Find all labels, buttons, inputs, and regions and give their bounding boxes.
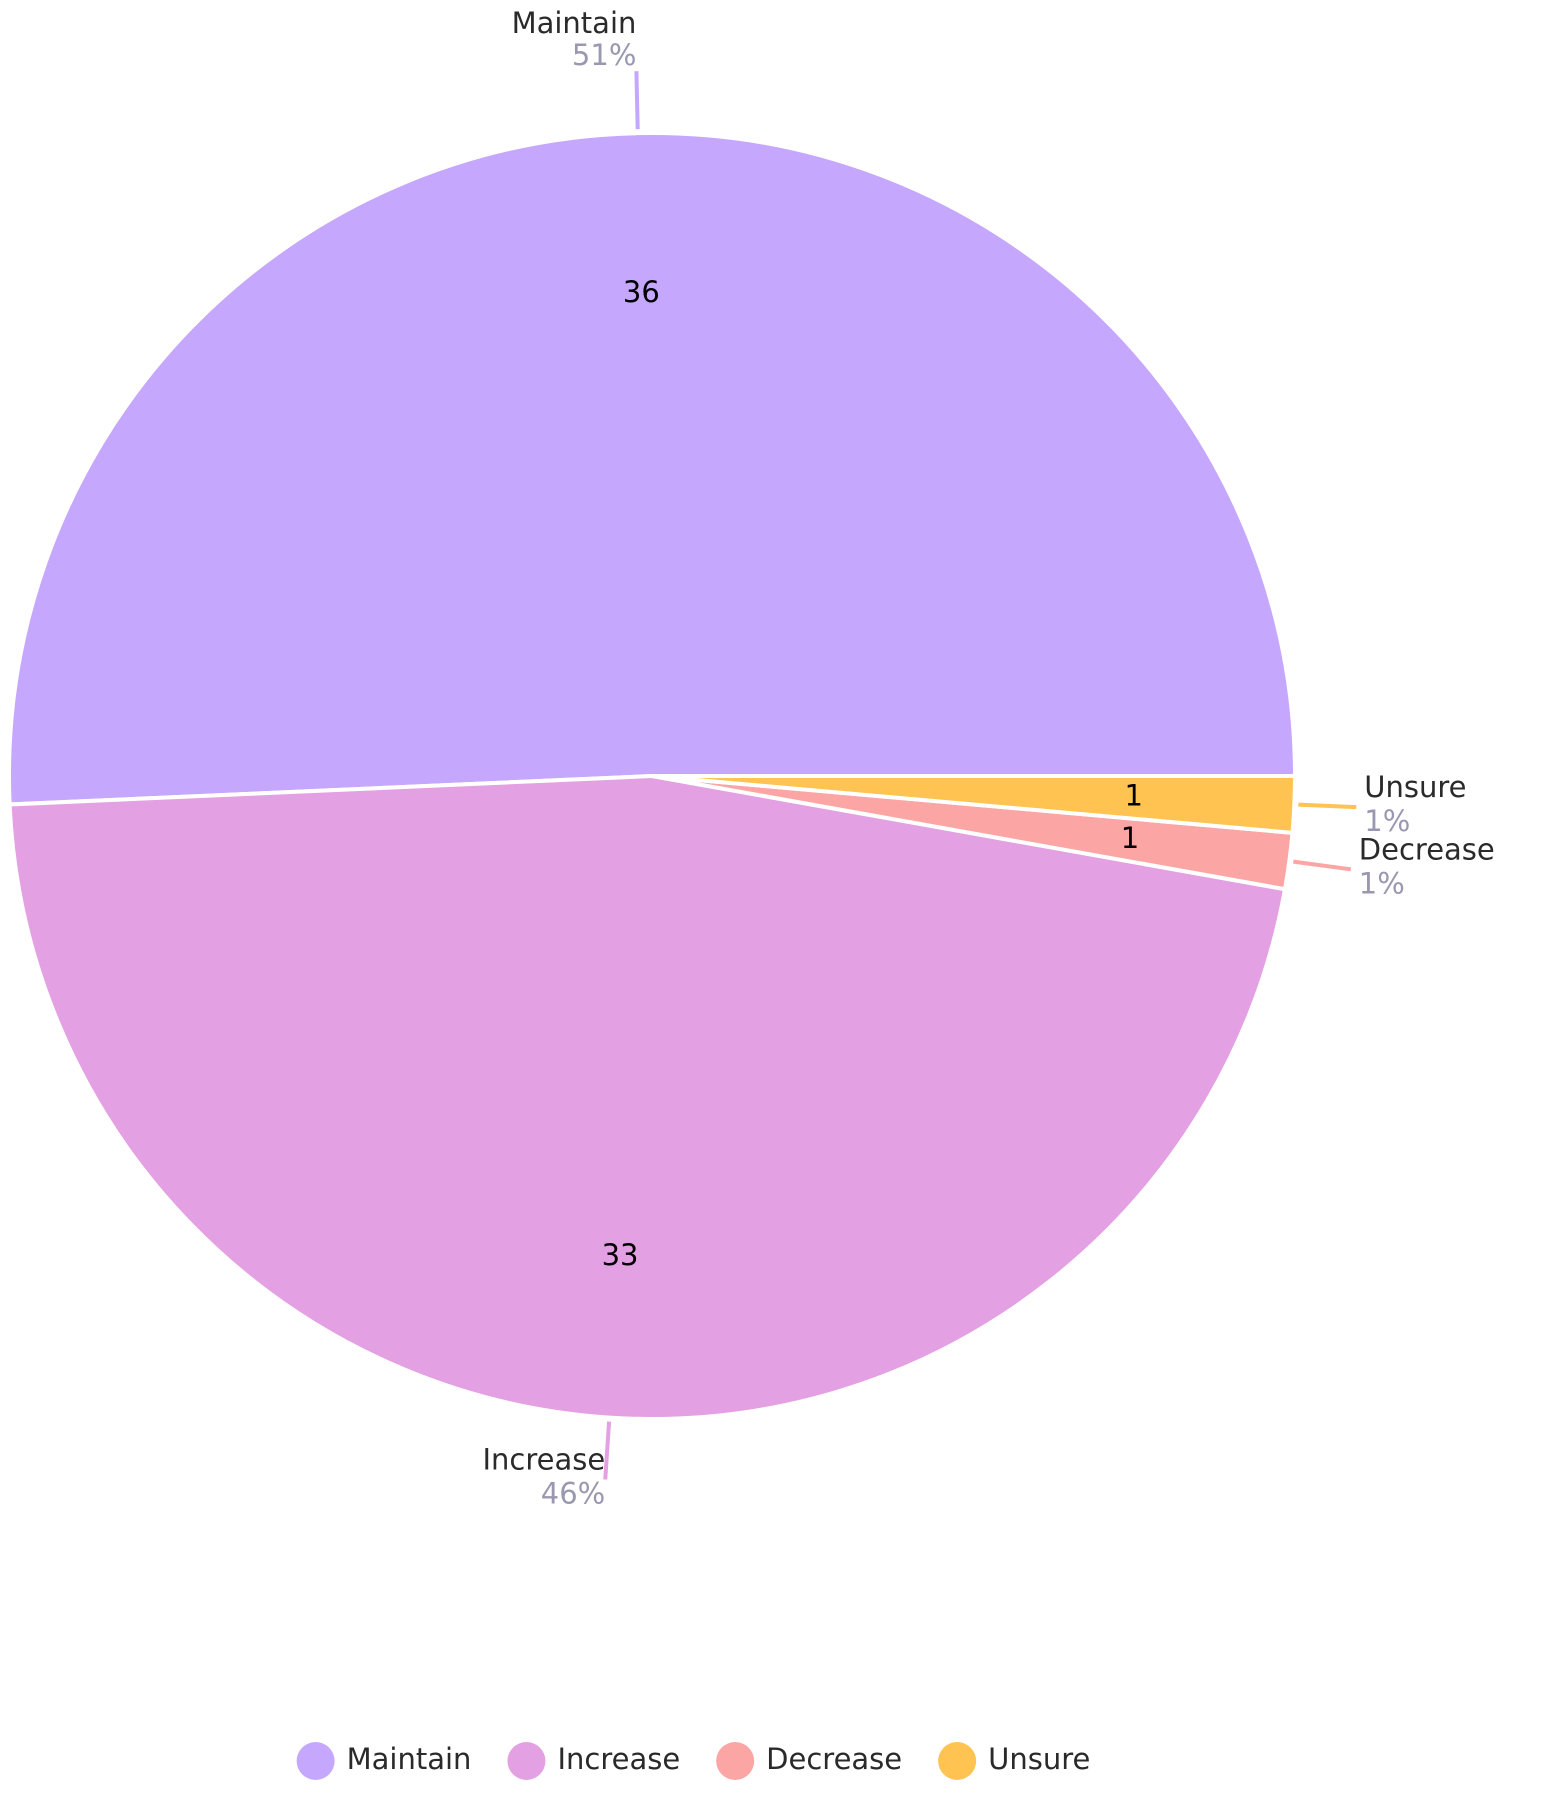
leader-line: [1298, 802, 1357, 810]
slice-label: Unsure: [1364, 770, 1466, 804]
slice-label: Maintain: [512, 6, 637, 40]
legend-label: Increase: [557, 1742, 680, 1776]
leader-line: [634, 71, 640, 130]
legend-label: Unsure: [988, 1742, 1090, 1776]
percent-label: 1%: [1359, 866, 1405, 900]
slice-label: Increase: [483, 1442, 606, 1476]
data-label: 36: [623, 275, 660, 309]
legend-label: Maintain: [347, 1742, 472, 1776]
percent-label: 46%: [541, 1476, 605, 1510]
slice-label: Decrease: [1359, 832, 1495, 866]
legend-swatch: [507, 1742, 546, 1780]
data-label: 1: [1121, 821, 1139, 855]
leader-line: [603, 1421, 612, 1480]
legend: Maintain Increase Decrease Unsure: [296, 1742, 1090, 1780]
percent-label: 51%: [572, 38, 636, 72]
data-label: 1: [1125, 778, 1143, 812]
legend-label: Decrease: [766, 1742, 902, 1776]
legend-swatch: [716, 1742, 755, 1780]
pie-slice: [7, 131, 1298, 807]
percent-label: 1%: [1364, 804, 1410, 838]
legend-swatch: [296, 1742, 335, 1780]
pie-slice: [651, 774, 1298, 835]
pie-slice: [7, 773, 1288, 1421]
leader-line: [1293, 859, 1352, 872]
data-label: 33: [602, 1238, 639, 1272]
legend-swatch: [938, 1742, 977, 1780]
